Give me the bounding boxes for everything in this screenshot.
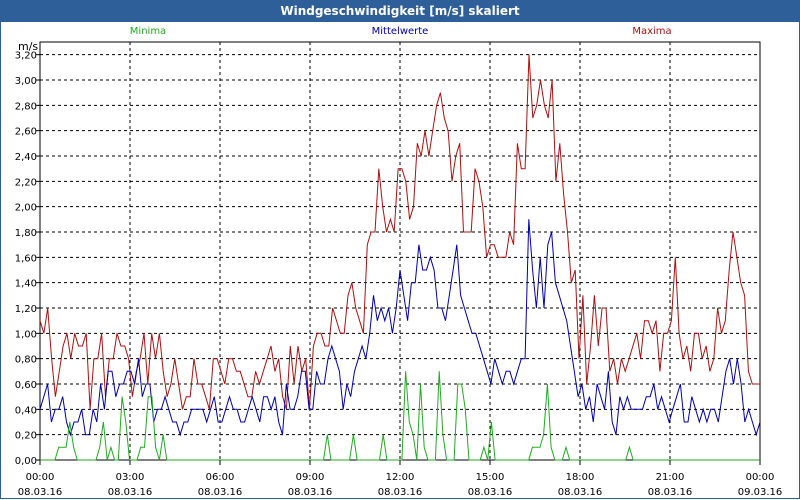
window-title: Windgeschwindigkeit [m/s] skaliert xyxy=(0,0,800,22)
legend-minima: Minima xyxy=(130,26,166,37)
x-tick-label-date: 08.03.16 xyxy=(558,487,603,498)
y-tick-label: 1,00 xyxy=(15,329,37,340)
y-axis: 0,00 0,20 0,40 0,60 0,80 1,00 1,20 1,40 1,60 1,80… xyxy=(15,51,40,467)
x-tick-label-time: 00:00 xyxy=(26,472,55,483)
x-tick-label-date: 08.03.16 xyxy=(648,487,693,498)
x-tick-label-date: 08.03.16 xyxy=(198,487,243,498)
y-tick-label: 2,60 xyxy=(15,127,37,138)
y-tick-label: 1,60 xyxy=(15,253,37,264)
x-tick-label-time: 15:00 xyxy=(476,472,505,483)
x-tick-label-date: 09.03.16 xyxy=(738,487,783,498)
y-tick-label: 1,40 xyxy=(15,279,37,290)
y-tick-label: 3,20 xyxy=(15,51,37,62)
y-tick-label: 0,40 xyxy=(15,405,37,416)
x-tick-label-date: 08.03.16 xyxy=(378,487,423,498)
x-tick-label-time: 00:00 xyxy=(746,472,775,483)
y-tick-label: 0,60 xyxy=(15,380,37,391)
y-tick-label: 1,20 xyxy=(15,304,37,315)
y-tick-label: 2,40 xyxy=(15,152,37,163)
y-tick-label: 2,00 xyxy=(15,203,37,214)
x-axis: 00:00 08.03.16 03:00 08.03.16 06:00 08.03.16 0… xyxy=(18,460,783,498)
x-tick-label-date: 08.03.16 xyxy=(468,487,513,498)
grid-lines xyxy=(40,42,760,460)
x-tick-label-time: 18:00 xyxy=(566,472,595,483)
x-tick-label-date: 08.03.16 xyxy=(288,487,333,498)
y-tick-label: 0,20 xyxy=(15,431,37,442)
x-tick-label-time: 06:00 xyxy=(206,472,235,483)
y-tick-label: 0,80 xyxy=(15,355,37,366)
series-line-mittelwerte xyxy=(39,219,761,437)
series-line-maxima xyxy=(39,54,760,410)
y-axis-unit: m/s xyxy=(18,40,38,53)
y-tick-label: 2,80 xyxy=(15,101,37,112)
legend-maxima: Maxima xyxy=(632,26,671,37)
y-tick-label: 3,00 xyxy=(15,76,37,87)
x-tick-label-time: 12:00 xyxy=(386,472,415,483)
y-tick-label: 1,80 xyxy=(15,228,37,239)
x-tick-label-time: 09:00 xyxy=(296,472,325,483)
legend: Minima Mittelwerte Maxima xyxy=(130,26,672,37)
y-tick-label: 0,00 xyxy=(15,456,37,467)
x-tick-label-date: 08.03.16 xyxy=(108,487,153,498)
x-tick-label-time: 03:00 xyxy=(116,472,145,483)
x-tick-label-date: 08.03.16 xyxy=(18,487,63,498)
x-tick-label-time: 21:00 xyxy=(656,472,685,483)
y-tick-label: 2,20 xyxy=(15,177,37,188)
legend-mittelwerte: Mittelwerte xyxy=(372,26,429,37)
